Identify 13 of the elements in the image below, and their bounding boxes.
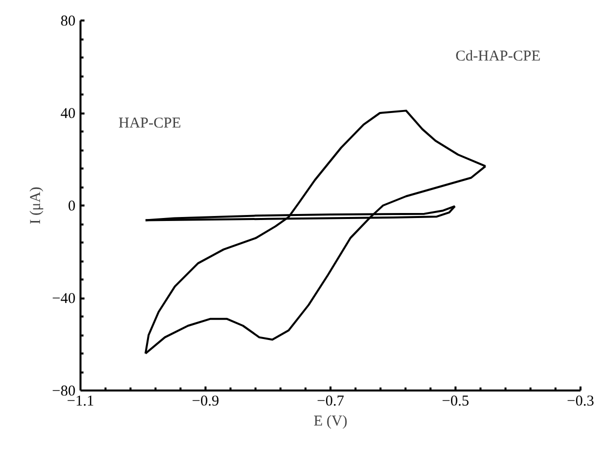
x-axis-title: E (V) [314, 414, 348, 430]
y-tick-label: −80 [52, 384, 76, 400]
y-tick-label: 40 [60, 106, 76, 122]
x-tick-label: −0.7 [316, 394, 345, 410]
x-tick-label: −0.3 [566, 394, 594, 410]
y-tick-label: 80 [60, 14, 76, 30]
annotation: HAP-CPE [118, 116, 182, 132]
x-tick-label: −0.5 [442, 394, 470, 410]
y-tick-label: −40 [52, 291, 76, 307]
y-tick-label: 0 [68, 198, 76, 214]
annotation: Cd-HAP-CPE [456, 48, 541, 64]
x-tick-label: −0.9 [192, 394, 220, 410]
y-axis-title: I (μA) [28, 186, 44, 224]
